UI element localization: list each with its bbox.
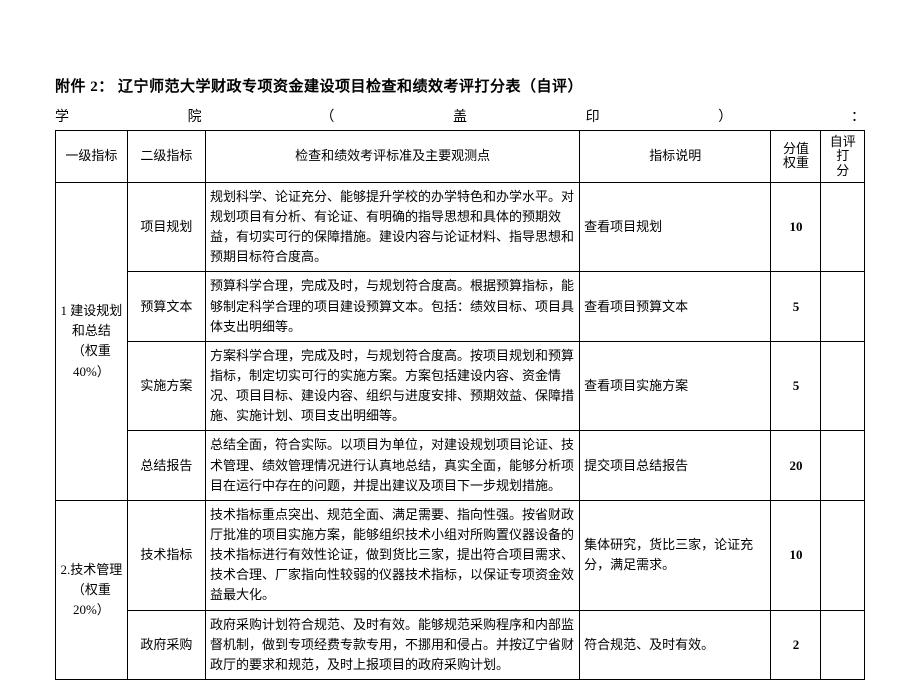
level2-cell: 实施方案: [127, 341, 205, 431]
subtitle-part: （: [320, 106, 334, 126]
col-header-weight-l2: 权重: [775, 156, 816, 170]
col-header-weight-l1: 分值: [775, 142, 816, 156]
level2-cell: 项目规划: [127, 182, 205, 272]
col-header-weight: 分值 权重: [771, 131, 821, 183]
col-header-level1: 一级指标: [56, 131, 128, 183]
criteria-cell: 预算科学合理，完成及时，与规划符合度高。根据预算指标，能够制定科学合理的项目建设…: [206, 272, 580, 341]
table-row: 政府采购 政府采购计划符合规范、及时有效。能够规范采购程序和内部监督机制，做到专…: [56, 610, 865, 679]
level2-cell: 预算文本: [127, 272, 205, 341]
col-header-self-l1: 自评打: [825, 135, 860, 164]
table-header-row: 一级指标 二级指标 检查和绩效考评标准及主要观测点 指标说明 分值 权重 自评打…: [56, 131, 865, 183]
criteria-cell: 政府采购计划符合规范、及时有效。能够规范采购程序和内部监督机制，做到专项经费专款…: [206, 610, 580, 679]
explain-cell: 查看项目规划: [580, 182, 771, 272]
subtitle-part: 印: [586, 106, 600, 126]
weight-cell: 10: [771, 500, 821, 610]
explain-cell: 查看项目预算文本: [580, 272, 771, 341]
criteria-cell: 技术指标重点突出、规范全面、满足需要、指向性强。按省财政厅批准的项目实施方案，能…: [206, 500, 580, 610]
level2-cell: 政府采购: [127, 610, 205, 679]
explain-cell: 符合规范、及时有效。: [580, 610, 771, 679]
weight-cell: 5: [771, 341, 821, 431]
subtitle-part: ）: [718, 106, 732, 126]
self-score-cell: [821, 610, 865, 679]
page-title: 附件 2： 辽宁师范大学财政专项资金建设项目检查和绩效考评打分表（自评）: [55, 75, 865, 96]
col-header-explain: 指标说明: [580, 131, 771, 183]
table-row: 1 建设规划和总结（权重40%） 项目规划 规划科学、论证充分、能够提升学校的办…: [56, 182, 865, 272]
level1-cell: 2.技术管理（权重 20%）: [56, 500, 128, 679]
col-header-self: 自评打 分: [821, 131, 865, 183]
criteria-cell: 规划科学、论证充分、能够提升学校的办学特色和办学水平。对规划项目有分析、有论证、…: [206, 182, 580, 272]
criteria-cell: 方案科学合理，完成及时，与规划符合度高。按项目规划和预算指标，制定切实可行的实施…: [206, 341, 580, 431]
table-row: 预算文本 预算科学合理，完成及时，与规划符合度高。根据预算指标，能够制定科学合理…: [56, 272, 865, 341]
criteria-cell: 总结全面，符合实际。以项目为单位，对建设规划项目论证、技术管理、绩效管理情况进行…: [206, 431, 580, 500]
table-row: 实施方案 方案科学合理，完成及时，与规划符合度高。按项目规划和预算指标，制定切实…: [56, 341, 865, 431]
self-score-cell: [821, 500, 865, 610]
scoring-table: 一级指标 二级指标 检查和绩效考评标准及主要观测点 指标说明 分值 权重 自评打…: [55, 130, 865, 680]
col-header-criteria: 检查和绩效考评标准及主要观测点: [206, 131, 580, 183]
explain-cell: 查看项目实施方案: [580, 341, 771, 431]
level2-cell: 技术指标: [127, 500, 205, 610]
subtitle-part: 院: [188, 106, 202, 126]
document-page: 附件 2： 辽宁师范大学财政专项资金建设项目检查和绩效考评打分表（自评） 学 院…: [0, 0, 920, 651]
level1-cell: 1 建设规划和总结（权重40%）: [56, 182, 128, 500]
subtitle-part: ：: [851, 106, 865, 126]
table-row: 总结报告 总结全面，符合实际。以项目为单位，对建设规划项目论证、技术管理、绩效管…: [56, 431, 865, 500]
explain-cell: 集体研究，货比三家，论证充分，满足需求。: [580, 500, 771, 610]
weight-cell: 20: [771, 431, 821, 500]
subtitle-part: 学: [55, 106, 69, 126]
col-header-self-l2: 分: [825, 164, 860, 178]
self-score-cell: [821, 272, 865, 341]
level2-cell: 总结报告: [127, 431, 205, 500]
subtitle-part: 盖: [453, 106, 467, 126]
page-subtitle: 学 院 （ 盖 印 ） ：: [55, 106, 865, 126]
weight-cell: 10: [771, 182, 821, 272]
weight-cell: 5: [771, 272, 821, 341]
explain-cell: 提交项目总结报告: [580, 431, 771, 500]
self-score-cell: [821, 182, 865, 272]
self-score-cell: [821, 341, 865, 431]
weight-cell: 2: [771, 610, 821, 679]
table-row: 2.技术管理（权重 20%） 技术指标 技术指标重点突出、规范全面、满足需要、指…: [56, 500, 865, 610]
self-score-cell: [821, 431, 865, 500]
col-header-level2: 二级指标: [127, 131, 205, 183]
